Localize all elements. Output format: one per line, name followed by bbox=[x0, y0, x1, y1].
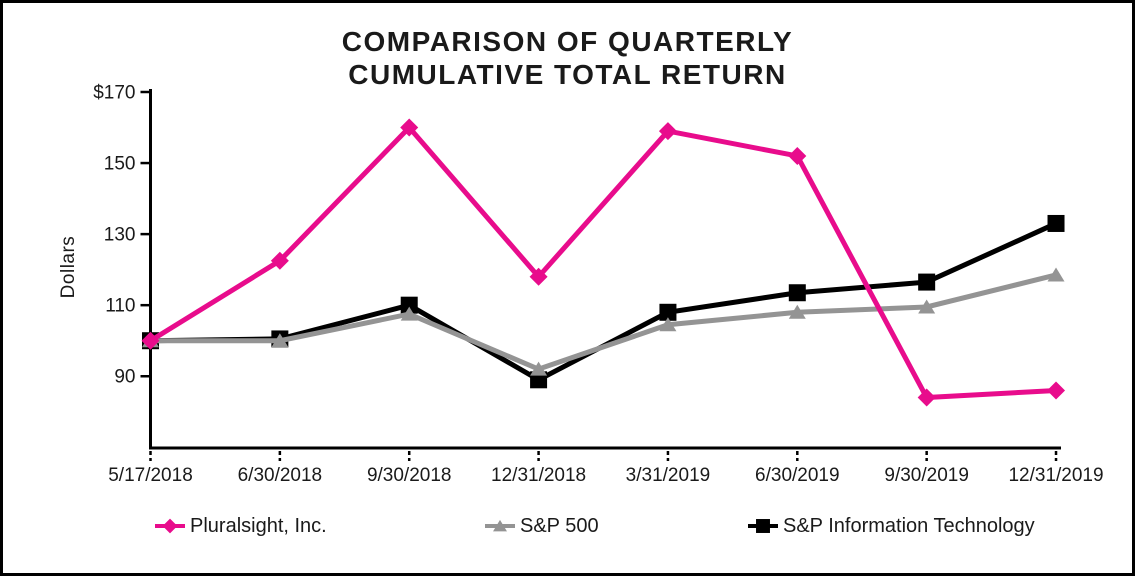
triangle-marker bbox=[788, 304, 806, 319]
x-tick-label: 6/30/2018 bbox=[238, 465, 323, 486]
pluralsight-diamond-marker-icon bbox=[155, 518, 185, 534]
legend-label-pluralsight: Pluralsight, Inc. bbox=[190, 514, 327, 537]
triangle-marker bbox=[1047, 267, 1065, 282]
square-marker bbox=[918, 273, 936, 291]
triangle-marker bbox=[271, 333, 289, 348]
series-line-0 bbox=[149, 123, 1057, 401]
chart-title: COMPARISON OF QUARTERLY CUMULATIVE TOTAL… bbox=[3, 25, 1132, 91]
x-tick-label: 9/30/2018 bbox=[367, 465, 452, 486]
y-tick-label: $170 bbox=[93, 83, 135, 104]
triangle-marker bbox=[530, 361, 548, 376]
legend-item-pluralsight: Pluralsight, Inc. bbox=[153, 511, 327, 541]
x-tick-label: 12/31/2019 bbox=[1008, 465, 1103, 486]
legend-item-sp-info-tech: S&P Information Technology bbox=[746, 511, 1035, 541]
diamond-marker bbox=[400, 118, 419, 137]
diamond-marker bbox=[788, 146, 807, 165]
y-tick-label: 130 bbox=[104, 225, 136, 246]
x-tick-label: 12/31/2018 bbox=[491, 465, 586, 486]
line-chart-plot: $170 150 130 110 90 5/17/2018 6/30/2018 9/30/20… bbox=[93, 83, 1103, 487]
series-line-1 bbox=[150, 272, 1057, 372]
triangle-marker bbox=[918, 299, 936, 314]
sp-info-tech-square-marker-icon bbox=[748, 519, 778, 533]
series-line-2 bbox=[150, 221, 1058, 383]
triangle-marker bbox=[659, 317, 677, 332]
y-tick-label: 110 bbox=[105, 296, 135, 317]
square-marker bbox=[788, 284, 806, 302]
chart-title-line1: COMPARISON OF QUARTERLY bbox=[341, 26, 794, 57]
triangle-marker bbox=[493, 519, 507, 532]
sp500-triangle-marker-icon bbox=[485, 519, 515, 532]
square-marker bbox=[756, 519, 770, 533]
chart-title-line2: CUMULATIVE TOTAL RETURN bbox=[348, 59, 787, 90]
square-marker bbox=[1047, 214, 1065, 232]
legend-label-sp500: S&P 500 bbox=[520, 514, 599, 537]
legend-item-sp500: S&P 500 bbox=[483, 511, 599, 541]
x-tick-label: 6/30/2019 bbox=[755, 465, 840, 486]
legend-label-sp-info-tech: S&P Information Technology bbox=[783, 514, 1035, 537]
y-tick-label: 150 bbox=[104, 154, 136, 175]
x-tick-label: 5/17/2018 bbox=[108, 465, 193, 486]
diamond-marker bbox=[917, 388, 936, 407]
diamond-marker bbox=[529, 267, 548, 286]
x-tick-label: 9/30/2019 bbox=[884, 465, 969, 486]
triangle-marker bbox=[400, 306, 418, 321]
x-tick-label: 3/31/2019 bbox=[626, 465, 711, 486]
y-tick-label: 90 bbox=[114, 367, 135, 388]
diamond-marker bbox=[162, 518, 178, 534]
diamond-marker bbox=[658, 122, 677, 141]
diamond-marker bbox=[1047, 381, 1066, 400]
square-marker bbox=[400, 296, 418, 314]
diamond-marker bbox=[141, 331, 160, 350]
square-marker bbox=[659, 303, 677, 321]
